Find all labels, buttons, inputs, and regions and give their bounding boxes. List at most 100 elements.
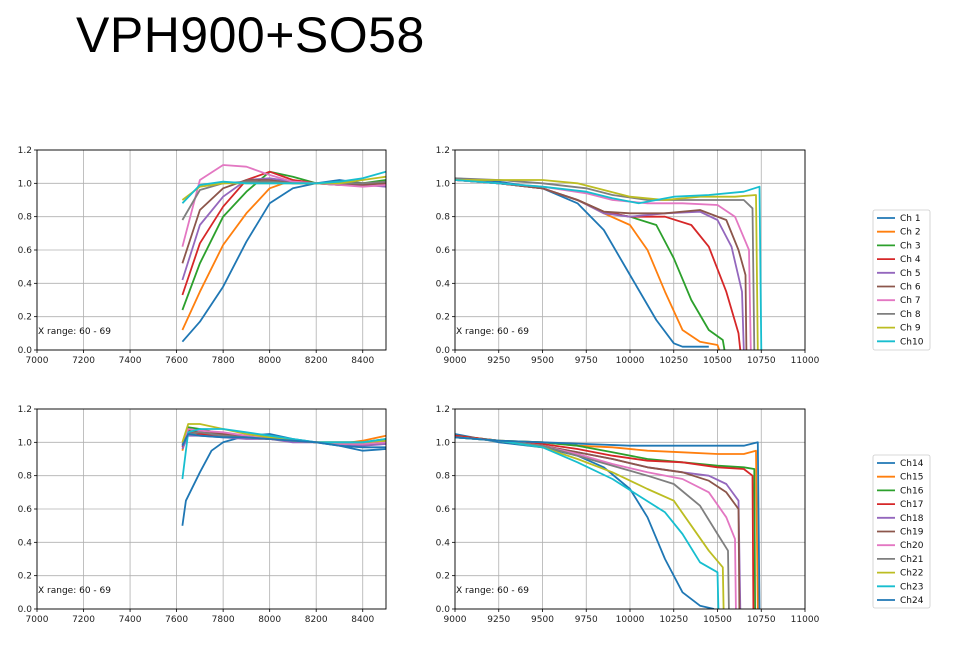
legend-label: Ch19 [900, 528, 924, 538]
legend-label: Ch15 [900, 473, 923, 483]
series-line-ch1 [181, 179, 386, 343]
series-line-ch4 [455, 179, 742, 350]
series-line-ch7 [181, 164, 386, 247]
x-tick-label: 7200 [72, 356, 95, 366]
legend-label: Ch18 [900, 514, 924, 524]
x-tick-label: 9250 [487, 356, 510, 366]
y-tick-label: 0.2 [436, 313, 450, 323]
y-tick-label: 0.8 [18, 472, 33, 482]
legend-label: Ch 1 [900, 214, 921, 224]
x-tick-label: 7000 [26, 356, 49, 366]
legend-label: Ch 7 [900, 296, 921, 306]
x-tick-label: 8200 [305, 615, 328, 625]
chart-panel-top-right: 9000 9250 9500 9750 10000 10250 10500 10750 1100… [436, 146, 820, 366]
series-line-ch3 [181, 170, 386, 311]
x-tick-label: 11000 [791, 356, 820, 366]
legend-box [872, 454, 931, 609]
legend-bottom: Ch14 Ch15 Ch16 Ch17 Ch18 Ch19 Ch20 Ch21 Ch22 Ch23… [872, 454, 931, 609]
y-tick-label: 0.6 [436, 505, 451, 515]
legend-label: Ch 2 [900, 228, 921, 238]
y-tick-label: 1.0 [18, 438, 33, 448]
x-tick-label: 7800 [212, 615, 235, 625]
y-tick-label: 1.2 [18, 405, 32, 415]
legend-label: Ch 8 [900, 310, 921, 320]
y-tick-label: 1.0 [436, 179, 451, 189]
x-tick-label: 9250 [487, 615, 510, 625]
series-line-ch6 [455, 179, 748, 350]
legend-top: Ch 1 Ch 2 Ch 3 Ch 4 Ch 5 Ch 6 Ch 7 Ch 8 Ch 9 Ch10 [872, 209, 931, 351]
x-tick-label: 10000 [616, 356, 645, 366]
x-tick-label: 11000 [791, 615, 820, 625]
x-tick-label: 7000 [26, 615, 49, 625]
y-tick-label: 1.2 [436, 405, 450, 415]
series-line-ch14 [181, 433, 386, 526]
y-tick-label: 0.4 [18, 279, 33, 289]
y-tick-label: 0.6 [18, 505, 33, 515]
x-tick-label: 10500 [703, 615, 732, 625]
series-line-ch9 [455, 179, 759, 350]
series-line-ch8 [181, 180, 386, 221]
x-tick-label: 9500 [531, 615, 554, 625]
series-line-ch4 [181, 170, 386, 296]
y-tick-label: 0.4 [436, 538, 451, 548]
y-tick-label: 0.6 [18, 246, 33, 256]
legend-label: Ch23 [900, 582, 923, 592]
y-tick-label: 1.0 [436, 438, 451, 448]
y-tick-label: 0.0 [436, 346, 451, 356]
x-tick-label: 7800 [212, 356, 235, 366]
series-line-ch24 [181, 433, 386, 449]
x-tick-label: 8400 [351, 615, 374, 625]
y-tick-label: 1.2 [18, 146, 32, 156]
y-tick-label: 0.2 [18, 572, 32, 582]
y-tick-label: 0.6 [436, 246, 451, 256]
legend-label: Ch 5 [900, 269, 921, 279]
x-tick-label: 9750 [575, 615, 598, 625]
y-tick-label: 0.8 [436, 213, 451, 223]
chart-panel-top-left: 7000 7200 7400 7600 7800 8000 8200 8400 0.0 0.2 0.… [18, 146, 387, 366]
legend-label: Ch16 [900, 486, 924, 496]
x-tick-label: 10750 [747, 356, 776, 366]
y-tick-label: 0.2 [18, 313, 32, 323]
y-tick-label: 0.8 [18, 213, 33, 223]
legend-label: Ch 9 [900, 324, 921, 334]
y-tick-label: 0.0 [436, 605, 451, 615]
legend-label: Ch14 [900, 459, 924, 469]
x-tick-label: 7400 [119, 615, 142, 625]
slide-title: VPH900+SO58 [76, 7, 425, 63]
series-line-ch21 [455, 436, 730, 609]
legend-label: Ch22 [900, 569, 923, 579]
y-tick-label: 0.4 [436, 279, 451, 289]
series-line-ch5 [455, 179, 745, 350]
chart-panel-bottom-left: 7000 7200 7400 7600 7800 8000 8200 8400 0.0 0.2 0.… [18, 405, 387, 625]
x-range-annotation: X range: 60 - 69 [456, 586, 529, 596]
y-tick-label: 0.0 [18, 346, 33, 356]
legend-label: Ch 4 [900, 255, 921, 265]
y-tick-label: 0.2 [436, 572, 450, 582]
series-line-ch10 [181, 170, 386, 204]
x-range-annotation: X range: 60 - 69 [38, 586, 111, 596]
x-tick-label: 10750 [747, 615, 776, 625]
x-tick-label: 10000 [616, 615, 645, 625]
x-tick-label: 7600 [165, 356, 188, 366]
legend-label: Ch20 [900, 541, 924, 551]
x-tick-label: 9750 [575, 356, 598, 366]
x-tick-label: 8000 [258, 615, 281, 625]
chart-panel-bottom-right: 9000 9250 9500 9750 10000 10250 10500 10750 1100… [436, 405, 820, 625]
legend-label: Ch 3 [900, 241, 921, 251]
x-tick-label: 8200 [305, 356, 328, 366]
y-tick-label: 0.4 [18, 538, 33, 548]
legend-label: Ch17 [900, 500, 923, 510]
series-line-ch23 [455, 436, 720, 609]
legend-label: Ch10 [900, 337, 924, 347]
legend-label: Ch21 [900, 555, 923, 565]
y-tick-label: 0.8 [436, 472, 451, 482]
legend-label: Ch 6 [900, 283, 921, 293]
x-tick-label: 9000 [444, 356, 467, 366]
x-tick-label: 8000 [258, 356, 281, 366]
y-tick-label: 1.0 [18, 179, 33, 189]
y-tick-label: 0.0 [18, 605, 33, 615]
y-tick-label: 1.2 [436, 146, 450, 156]
legend-label: Ch24 [900, 596, 924, 606]
x-range-annotation: X range: 60 - 69 [38, 327, 111, 337]
